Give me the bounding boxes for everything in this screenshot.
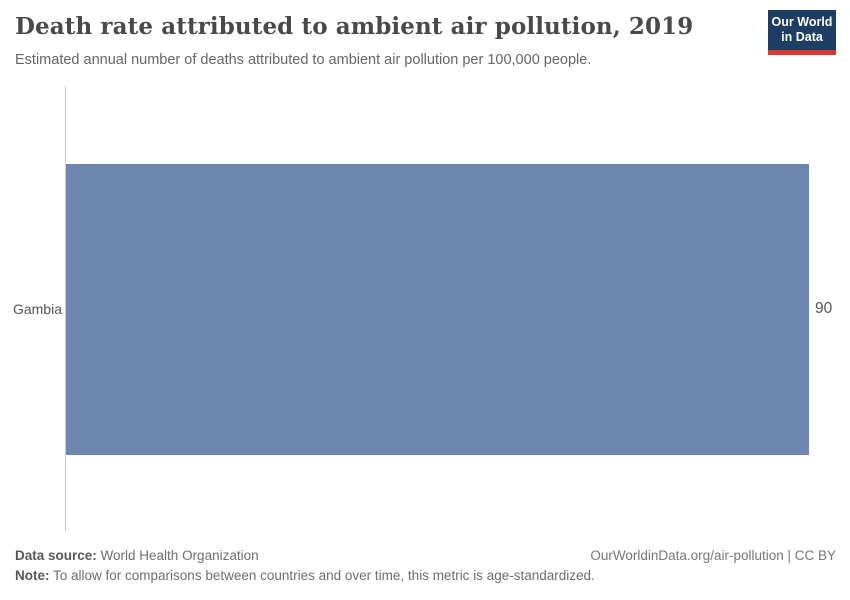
bar-plot [65,86,809,531]
owid-logo-line1: Our World [771,15,833,29]
note-label: Note: [15,568,50,583]
owid-logo[interactable]: Our World in Data [768,10,836,55]
bar-gambia[interactable] [66,164,809,455]
chart-subtitle: Estimated annual number of deaths attrib… [15,52,592,68]
value-label-gambia: 90 [815,300,833,317]
chart-title: Death rate attributed to ambient air pol… [15,13,694,40]
category-label-gambia: Gambia [12,301,62,317]
footer-data-source: Data source: World Health Organization [15,548,259,563]
footer-credit-link[interactable]: OurWorldinData.org/air-pollution | CC BY [590,548,836,563]
y-axis-line [65,86,66,531]
data-source-value: World Health Organization [96,548,259,563]
data-source-label: Data source: [15,548,97,563]
owid-logo-line2: in Data [781,30,823,45]
note-value: To allow for comparisons between countri… [49,568,595,583]
footer-note: Note: To allow for comparisons between c… [15,568,595,583]
